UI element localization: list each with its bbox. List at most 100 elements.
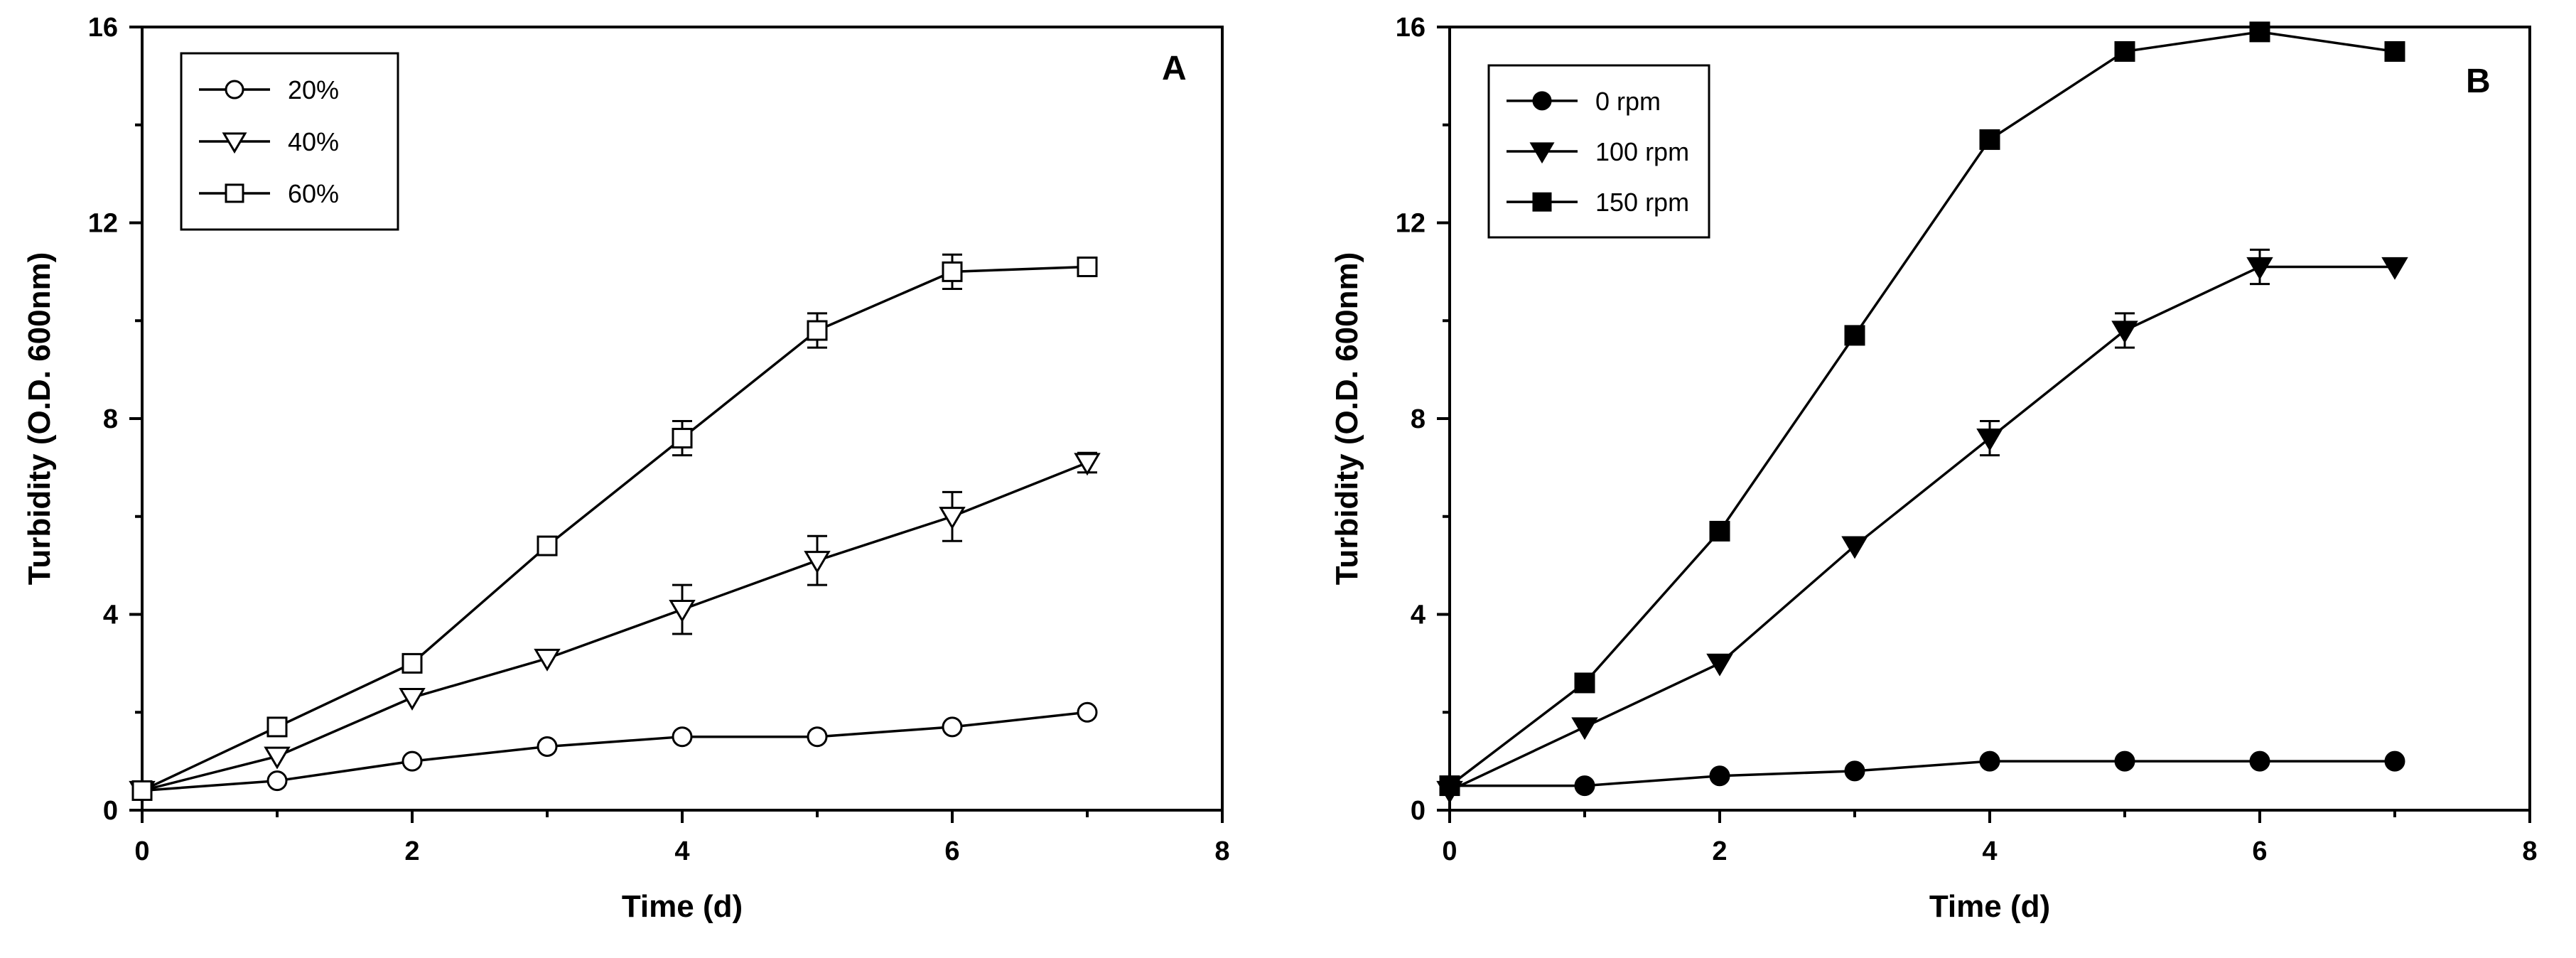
panel-label: A bbox=[1162, 50, 1187, 87]
data-point bbox=[1709, 520, 1730, 542]
y-tick-label: 16 bbox=[88, 13, 118, 43]
data-point bbox=[2384, 41, 2405, 62]
series-b-2 bbox=[1436, 248, 2408, 804]
data-point bbox=[2249, 21, 2270, 43]
data-point bbox=[1841, 536, 1868, 559]
data-point bbox=[1439, 775, 1460, 797]
x-tick-label: 4 bbox=[674, 836, 689, 866]
panel-label: B bbox=[2466, 63, 2491, 100]
data-point bbox=[942, 261, 963, 282]
legend-marker bbox=[222, 132, 247, 154]
data-point bbox=[399, 687, 426, 711]
data-point bbox=[807, 320, 828, 341]
data-point bbox=[2114, 750, 2135, 772]
data-point bbox=[2114, 41, 2135, 62]
legend-label: 40% bbox=[288, 127, 339, 156]
series-line bbox=[141, 265, 1088, 792]
data-point bbox=[266, 716, 288, 738]
series-a-3 bbox=[131, 253, 1098, 801]
data-point bbox=[2246, 257, 2273, 280]
legend-marker bbox=[225, 80, 244, 99]
legend-label: 0 rpm bbox=[1595, 87, 1661, 116]
data-point bbox=[1976, 428, 2003, 451]
data-point bbox=[1077, 256, 1098, 277]
data-point bbox=[1709, 765, 1730, 787]
data-point bbox=[1077, 701, 1098, 723]
series-a-2 bbox=[129, 451, 1101, 804]
legend-item: 0 rpm bbox=[1507, 87, 1661, 116]
data-point bbox=[1074, 453, 1101, 476]
data-point bbox=[537, 535, 558, 556]
data-point bbox=[807, 726, 828, 748]
data-point bbox=[264, 746, 291, 770]
data-point bbox=[1979, 750, 2000, 772]
data-point bbox=[804, 551, 831, 574]
legend-label: 100 rpm bbox=[1595, 137, 1689, 166]
y-tick-label: 12 bbox=[1396, 209, 1426, 239]
y-tick-label: 0 bbox=[1411, 796, 1426, 826]
y-tick-label: 8 bbox=[1411, 404, 1426, 434]
data-point bbox=[266, 770, 288, 792]
legend-label: 150 rpm bbox=[1595, 188, 1689, 217]
legend-b: 0 rpm 100 rpm 150 rpm bbox=[1487, 64, 1710, 239]
legend-item: 60% bbox=[199, 179, 339, 208]
chart-panel-a: 0 2 4 6 8 0 4 8 12 16 Time (d) Turbidity (O.D. 600n… bbox=[22, 13, 1230, 924]
y-tick-label: 16 bbox=[1396, 13, 1426, 43]
data-point bbox=[2111, 321, 2138, 344]
x-tick-label: 8 bbox=[2522, 836, 2537, 866]
y-axis-title: Turbidity (O.D. 600nm) bbox=[1330, 252, 1364, 586]
y-tick-label: 0 bbox=[103, 796, 118, 826]
y-tick-label: 4 bbox=[1411, 601, 1426, 630]
legend-item: 20% bbox=[199, 75, 339, 104]
x-tick-label: 0 bbox=[134, 836, 149, 866]
data-point bbox=[402, 750, 423, 772]
data-point bbox=[942, 716, 963, 738]
data-point bbox=[2381, 257, 2408, 280]
data-point bbox=[2384, 750, 2405, 772]
data-point bbox=[939, 507, 966, 530]
data-point bbox=[1571, 717, 1598, 741]
legend-marker bbox=[1532, 192, 1552, 212]
legend-item: 40% bbox=[199, 127, 339, 156]
x-axis-title: Time (d) bbox=[1929, 889, 2050, 924]
data-point bbox=[1844, 325, 1865, 346]
data-point bbox=[669, 600, 696, 623]
x-tick-label: 6 bbox=[944, 836, 959, 866]
legend-a: 20% 40% 60% bbox=[180, 52, 399, 231]
legend-item: 100 rpm bbox=[1507, 137, 1689, 166]
x-tick-label: 4 bbox=[1982, 836, 1997, 866]
data-point bbox=[1844, 760, 1865, 782]
legend-label: 20% bbox=[288, 75, 339, 104]
series-line bbox=[141, 711, 1088, 792]
data-point bbox=[534, 648, 561, 672]
series-b-1 bbox=[1439, 750, 2405, 797]
data-point bbox=[402, 652, 423, 674]
data-point bbox=[1574, 672, 1595, 694]
x-tick-label: 6 bbox=[2252, 836, 2267, 866]
y-tick-label: 12 bbox=[88, 209, 118, 239]
x-tick-label: 0 bbox=[1442, 836, 1457, 866]
legend-label: 60% bbox=[288, 179, 339, 208]
x-tick-label: 2 bbox=[404, 836, 419, 866]
series-line bbox=[1448, 31, 2396, 787]
legend-marker bbox=[1532, 91, 1552, 111]
chart-panel-b: 0 2 4 6 8 0 4 8 12 16 Time (d) Turbidity (O.D. 600n… bbox=[1330, 13, 2538, 924]
data-point bbox=[672, 726, 693, 748]
data-point bbox=[131, 780, 153, 801]
data-point bbox=[1706, 653, 1733, 677]
data-point bbox=[2249, 750, 2270, 772]
data-point bbox=[672, 428, 693, 449]
x-tick-label: 8 bbox=[1214, 836, 1229, 866]
x-tick-label: 2 bbox=[1712, 836, 1727, 866]
data-point bbox=[537, 736, 558, 757]
legend-marker bbox=[1529, 142, 1555, 164]
series-line bbox=[141, 461, 1088, 792]
series-line bbox=[1450, 760, 2395, 787]
legend-item: 150 rpm bbox=[1507, 188, 1689, 217]
series-line bbox=[1449, 265, 2395, 792]
series-b-3 bbox=[1439, 21, 2405, 797]
data-point bbox=[1979, 129, 2000, 150]
y-tick-label: 8 bbox=[103, 404, 118, 434]
